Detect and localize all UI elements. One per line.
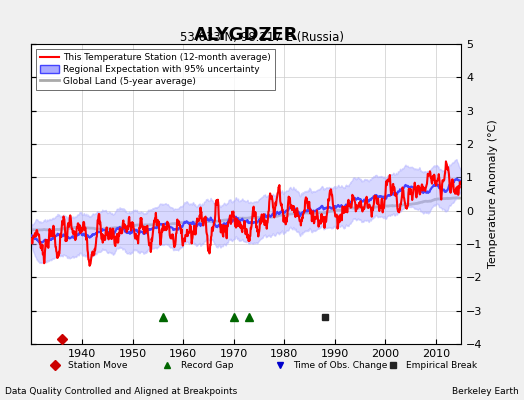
Text: Time of Obs. Change: Time of Obs. Change — [293, 360, 388, 370]
Y-axis label: Temperature Anomaly (°C): Temperature Anomaly (°C) — [488, 120, 498, 268]
Text: Station Move: Station Move — [68, 360, 128, 370]
Legend: This Temperature Station (12-month average), Regional Expectation with 95% uncer: This Temperature Station (12-month avera… — [36, 48, 275, 90]
Title: ALYGDZER: ALYGDZER — [194, 26, 299, 44]
Text: Data Quality Controlled and Aligned at Breakpoints: Data Quality Controlled and Aligned at B… — [5, 387, 237, 396]
Text: Record Gap: Record Gap — [181, 360, 233, 370]
Text: 53.633 N, 98.217 E (Russia): 53.633 N, 98.217 E (Russia) — [180, 32, 344, 44]
Text: Empirical Break: Empirical Break — [406, 360, 477, 370]
Text: Berkeley Earth: Berkeley Earth — [452, 387, 519, 396]
